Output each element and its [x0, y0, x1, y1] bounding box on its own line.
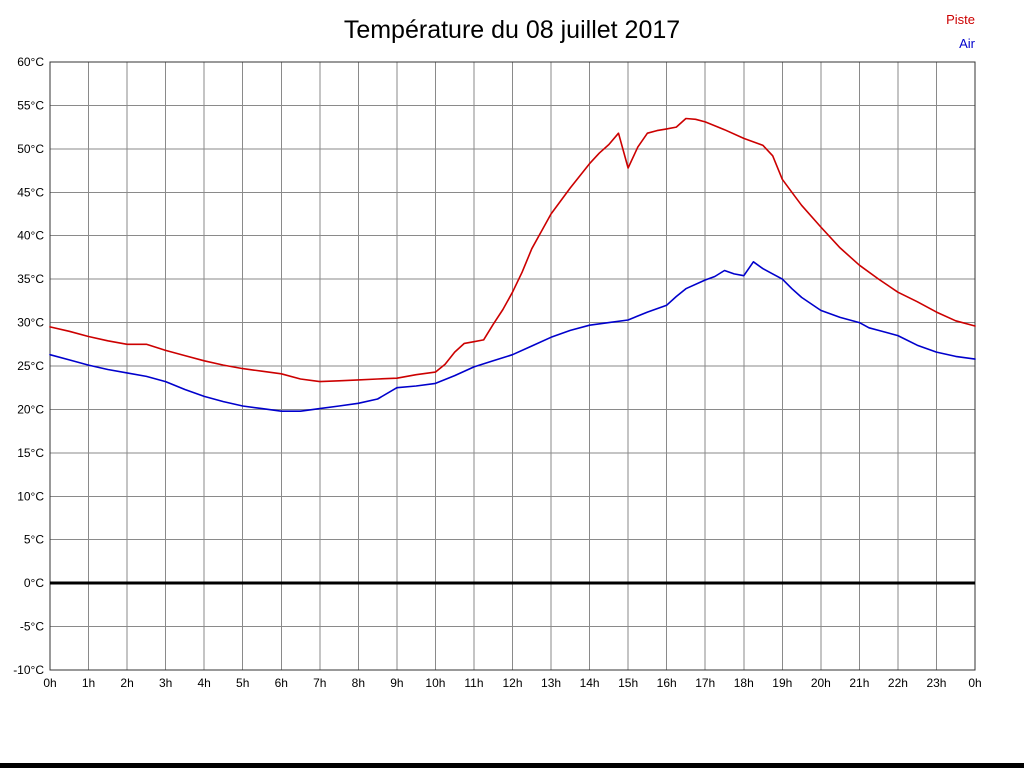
series-piste-line [49, 117, 976, 383]
x-tick-label: 19h [772, 676, 792, 690]
y-tick-label: 25°C [17, 359, 44, 373]
x-tick-label: 4h [197, 676, 210, 690]
y-tick-label: -5°C [20, 620, 44, 634]
x-tick-label: 0h [968, 676, 981, 690]
x-tick-label: 16h [657, 676, 677, 690]
x-tick-label: 18h [734, 676, 754, 690]
x-tick-label: 23h [926, 676, 946, 690]
x-tick-label: 14h [580, 676, 600, 690]
x-tick-label: 1h [82, 676, 95, 690]
y-tick-label: 10°C [17, 489, 44, 503]
x-tick-label: 15h [618, 676, 638, 690]
x-tick-label: 12h [502, 676, 522, 690]
x-tick-label: 22h [888, 676, 908, 690]
x-tick-label: 11h [464, 676, 483, 690]
y-tick-label: 50°C [17, 142, 44, 156]
x-tick-label: 0h [43, 676, 56, 690]
x-tick-label: 6h [275, 676, 288, 690]
series-air-line [49, 260, 976, 413]
x-tick-label: 5h [236, 676, 249, 690]
x-tick-label: 10h [425, 676, 445, 690]
y-tick-label: 5°C [24, 533, 44, 547]
chart-title: Température du 08 juillet 2017 [343, 16, 681, 44]
x-tick-label: 9h [390, 676, 403, 690]
y-tick-label: 15°C [17, 446, 44, 460]
x-tick-label: 13h [541, 676, 561, 690]
y-tick-label: -10°C [13, 663, 44, 677]
plot-border [49, 61, 976, 671]
x-tick-label: 2h [120, 676, 133, 690]
x-tick-label: 8h [352, 676, 365, 690]
x-tick-label: 3h [159, 676, 172, 690]
x-tick-label: 7h [313, 676, 326, 690]
y-tick-label: 45°C [17, 185, 44, 199]
y-tick-label: 60°C [17, 55, 44, 69]
legend-item-air: Air [959, 36, 975, 51]
x-tick-label: 21h [849, 676, 869, 690]
y-tick-label: 30°C [17, 316, 44, 330]
x-tick-label: 17h [695, 676, 715, 690]
y-tick-label: 55°C [17, 98, 44, 112]
y-tick-label: 40°C [17, 229, 44, 243]
y-tick-label: 35°C [17, 272, 44, 286]
bottom-border [0, 763, 1024, 768]
x-tick-label: 20h [811, 676, 831, 690]
y-tick-label: 20°C [17, 402, 44, 416]
y-tick-label: 0°C [24, 576, 44, 590]
legend-item-piste: Piste [946, 12, 975, 27]
